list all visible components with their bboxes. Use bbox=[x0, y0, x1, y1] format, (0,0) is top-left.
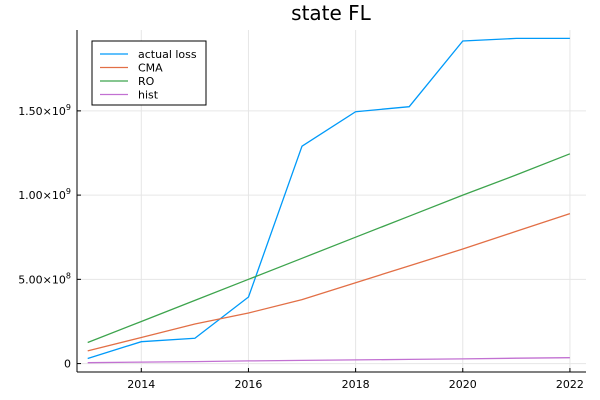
y-axis-ticks: 0 5.00×108 1.00×109 1.50×109 bbox=[18, 103, 81, 371]
legend-label-ro: RO bbox=[138, 75, 155, 88]
x-tick-label: 2020 bbox=[449, 378, 477, 391]
axes bbox=[76, 30, 586, 373]
legend-label-hist: hist bbox=[138, 89, 159, 102]
series-line-ro bbox=[87, 153, 571, 344]
legend-label-cma: CMA bbox=[138, 62, 163, 75]
x-tick-label: 2022 bbox=[556, 378, 584, 391]
series-lines bbox=[87, 37, 571, 364]
grid bbox=[77, 30, 586, 372]
x-tick-label: 2014 bbox=[127, 378, 155, 391]
x-tick-label: 2016 bbox=[234, 378, 262, 391]
y-tick-label: 5.00×108 bbox=[18, 271, 71, 286]
series-line-cma bbox=[87, 212, 571, 352]
x-axis-ticks: 2014 2016 2018 2020 2022 bbox=[127, 368, 584, 391]
legend-label-actual-loss: actual loss bbox=[138, 48, 197, 61]
y-tick-label: 1.50×109 bbox=[18, 103, 71, 118]
series-line-hist bbox=[87, 357, 570, 364]
y-tick-label: 1.00×109 bbox=[18, 187, 71, 202]
chart-title: state FL bbox=[291, 1, 372, 25]
y-tick-label: 0 bbox=[64, 358, 71, 371]
x-tick-label: 2018 bbox=[342, 378, 370, 391]
series-line-actual-loss bbox=[87, 37, 570, 360]
